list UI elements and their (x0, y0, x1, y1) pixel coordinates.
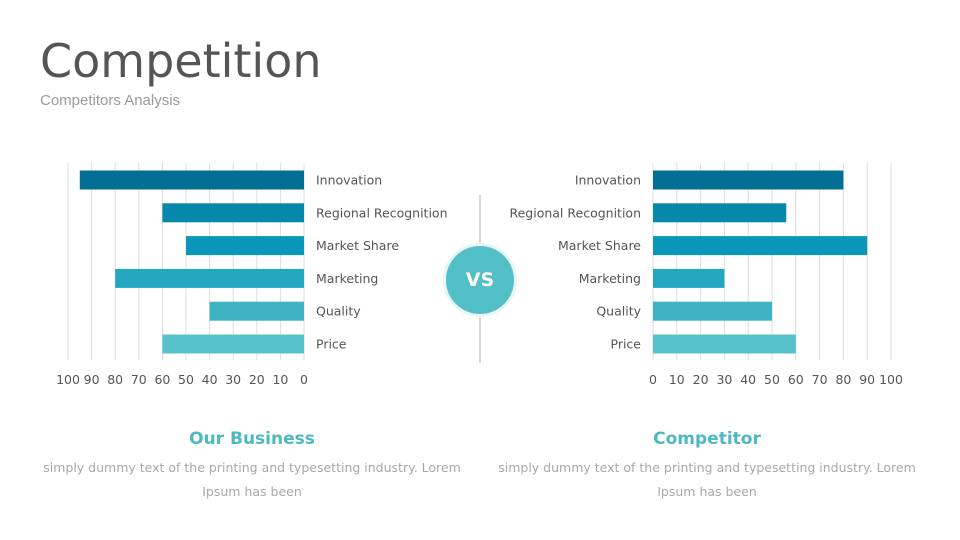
our-business-description: simply dummy text of the printing and ty… (42, 456, 462, 504)
our-business-description-line-1: simply dummy text of the printing and ty… (43, 460, 461, 475)
left-chart-bar (186, 236, 304, 256)
page-subtitle: Competitors Analysis (40, 92, 181, 109)
right-chart-tick-label: 50 (764, 372, 780, 387)
bottom-divider-line (479, 317, 481, 363)
right-chart-category-label: Price (611, 337, 642, 352)
left-chart-category-label: Marketing (316, 271, 378, 286)
right-chart-tick-label: 100 (879, 372, 903, 387)
right-chart-tick-label: 60 (788, 372, 804, 387)
right-chart-tick-label: 40 (740, 372, 756, 387)
vs-badge: VS (443, 243, 517, 317)
left-chart-category-label: Quality (316, 304, 361, 319)
page-title: Competition (40, 34, 322, 88)
right-chart-bar (653, 203, 787, 223)
left-chart-tick-label: 80 (107, 372, 123, 387)
right-chart-category-label: Market Share (558, 238, 641, 253)
left-chart-bar (162, 203, 304, 223)
left-chart-category-label: Market Share (316, 238, 399, 253)
left-chart-tick-label: 0 (300, 372, 308, 387)
right-chart-category-label: Regional Recognition (509, 205, 641, 220)
left-chart-bar (162, 334, 304, 354)
left-chart-tick-label: 90 (84, 372, 100, 387)
right-chart-tick-label: 20 (693, 372, 709, 387)
right-chart-category-label: Marketing (579, 271, 641, 286)
right-chart-tick-label: 10 (669, 372, 685, 387)
right-chart-category-label: Innovation (575, 173, 641, 188)
right-chart-tick-label: 70 (812, 372, 828, 387)
left-chart-tick-label: 100 (56, 372, 80, 387)
left-chart-category-label: Regional Recognition (316, 205, 448, 220)
right-chart-bar (653, 268, 725, 288)
left-chart-tick-label: 40 (202, 372, 218, 387)
right-chart-bar (653, 334, 796, 354)
right-chart-bar (653, 236, 868, 256)
left-chart-tick-label: 10 (272, 372, 288, 387)
right-chart-bar (653, 170, 844, 190)
right-chart-bar (653, 301, 772, 321)
left-chart-tick-label: 70 (131, 372, 147, 387)
left-chart-tick-label: 60 (154, 372, 170, 387)
competitor-description-line-1: simply dummy text of the printing and ty… (498, 460, 916, 475)
left-chart-bar (115, 268, 304, 288)
our-business-description-line-2: Ipsum has been (202, 484, 302, 499)
left-chart-category-label: Innovation (316, 173, 382, 188)
left-chart-category-label: Price (316, 337, 347, 352)
competitor-title: Competitor (653, 429, 761, 449)
right-chart-category-label: Quality (596, 304, 641, 319)
competitor-description-line-2: Ipsum has been (657, 484, 757, 499)
top-divider-line (479, 195, 481, 243)
left-chart-tick-label: 50 (178, 372, 194, 387)
right-chart-tick-label: 90 (859, 372, 875, 387)
our-business-title: Our Business (189, 429, 315, 449)
left-chart-bar (209, 301, 304, 321)
competitor-description: simply dummy text of the printing and ty… (497, 456, 917, 504)
right-chart-tick-label: 0 (649, 372, 657, 387)
left-chart-tick-label: 30 (225, 372, 241, 387)
right-chart-tick-label: 30 (716, 372, 732, 387)
left-chart-bar (79, 170, 304, 190)
left-chart-tick-label: 20 (249, 372, 265, 387)
right-chart-tick-label: 80 (835, 372, 851, 387)
